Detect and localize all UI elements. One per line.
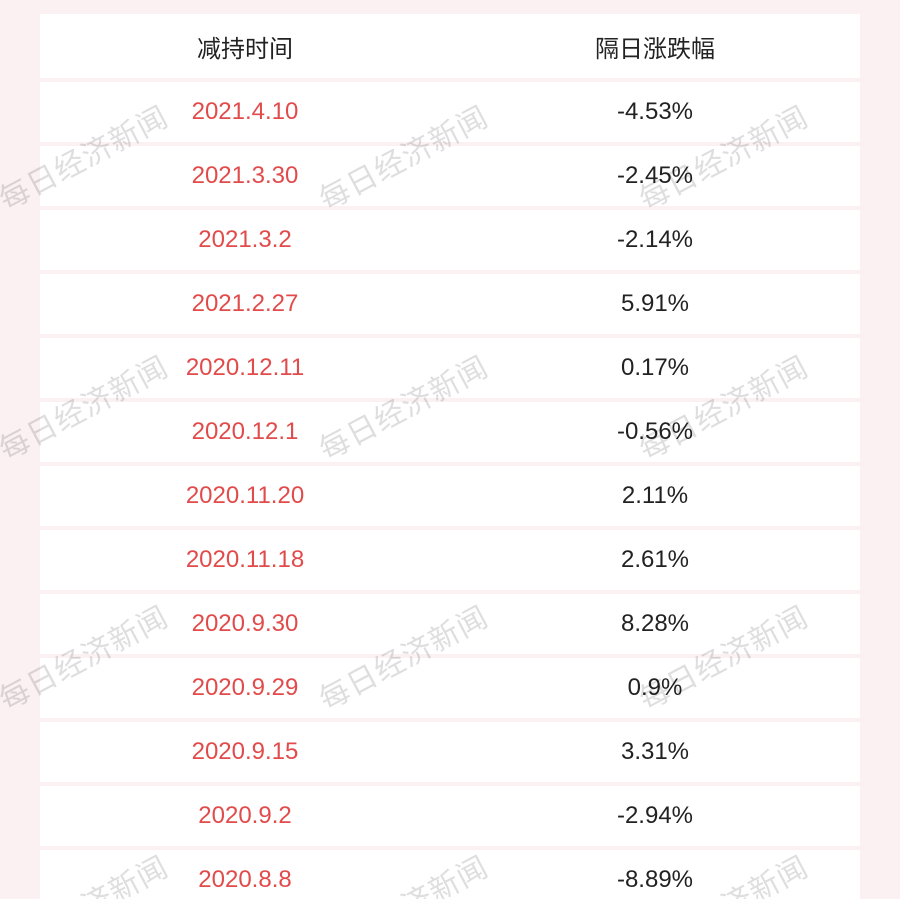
cell-date: 2020.9.30 — [40, 594, 450, 654]
table-row: 2020.9.2 -2.94% — [40, 786, 860, 846]
cell-date: 2020.12.1 — [40, 402, 450, 462]
table-row: 2021.4.10 -4.53% — [40, 82, 860, 142]
cell-change: -4.53% — [450, 82, 860, 142]
cell-change: 2.61% — [450, 530, 860, 590]
table-row: 2021.2.27 5.91% — [40, 274, 860, 334]
cell-change: -0.56% — [450, 402, 860, 462]
col-header-change: 隔日涨跌幅 — [450, 14, 860, 78]
cell-change: 3.31% — [450, 722, 860, 782]
cell-change: -2.45% — [450, 146, 860, 206]
cell-change: 2.11% — [450, 466, 860, 526]
cell-change: 5.91% — [450, 274, 860, 334]
cell-date: 2021.3.30 — [40, 146, 450, 206]
cell-change: -2.94% — [450, 786, 860, 846]
data-table: 减持时间 隔日涨跌幅 2021.4.10 -4.53% 2021.3.30 -2… — [40, 10, 860, 899]
table-row: 2021.3.2 -2.14% — [40, 210, 860, 270]
table-row: 2020.9.15 3.31% — [40, 722, 860, 782]
table-row: 2020.12.11 0.17% — [40, 338, 860, 398]
cell-date: 2020.11.18 — [40, 530, 450, 590]
table-header-row: 减持时间 隔日涨跌幅 — [40, 14, 860, 78]
table-row: 2020.9.29 0.9% — [40, 658, 860, 718]
cell-date: 2020.8.8 — [40, 850, 450, 899]
cell-date: 2020.9.15 — [40, 722, 450, 782]
cell-change: 0.9% — [450, 658, 860, 718]
cell-change: -8.89% — [450, 850, 860, 899]
cell-change: -2.14% — [450, 210, 860, 270]
cell-date: 2021.2.27 — [40, 274, 450, 334]
table-row: 2020.11.18 2.61% — [40, 530, 860, 590]
cell-change: 8.28% — [450, 594, 860, 654]
table-row: 2020.8.8 -8.89% — [40, 850, 860, 899]
cell-date: 2020.11.20 — [40, 466, 450, 526]
cell-date: 2020.12.11 — [40, 338, 450, 398]
table-row: 2021.3.30 -2.45% — [40, 146, 860, 206]
cell-date: 2020.9.2 — [40, 786, 450, 846]
cell-date: 2020.9.29 — [40, 658, 450, 718]
cell-date: 2021.4.10 — [40, 82, 450, 142]
cell-change: 0.17% — [450, 338, 860, 398]
table-row: 2020.11.20 2.11% — [40, 466, 860, 526]
cell-date: 2021.3.2 — [40, 210, 450, 270]
table-row: 2020.12.1 -0.56% — [40, 402, 860, 462]
page-root: 减持时间 隔日涨跌幅 2021.4.10 -4.53% 2021.3.30 -2… — [0, 0, 900, 899]
table-row: 2020.9.30 8.28% — [40, 594, 860, 654]
col-header-date: 减持时间 — [40, 14, 450, 78]
